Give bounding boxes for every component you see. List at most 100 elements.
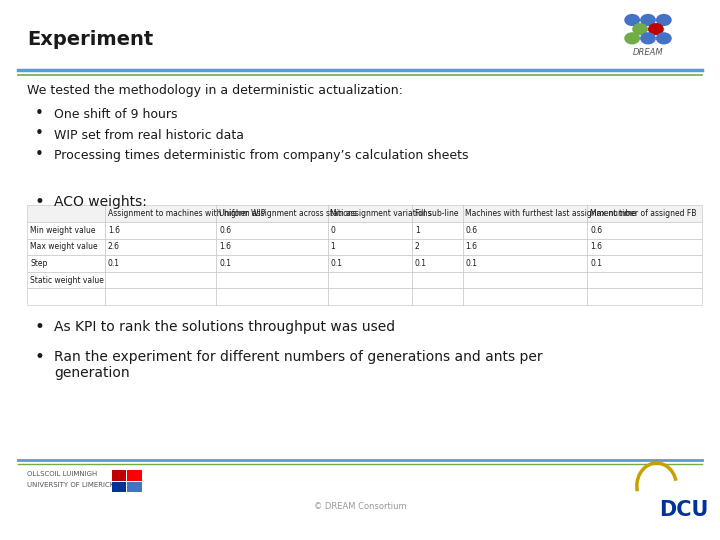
FancyBboxPatch shape <box>412 239 462 255</box>
FancyBboxPatch shape <box>328 255 412 272</box>
Text: ACO weights:: ACO weights: <box>54 195 147 210</box>
Text: 0.6: 0.6 <box>590 226 603 235</box>
FancyBboxPatch shape <box>105 205 216 222</box>
FancyBboxPatch shape <box>588 288 702 305</box>
FancyBboxPatch shape <box>462 255 588 272</box>
FancyBboxPatch shape <box>127 470 142 481</box>
Text: 0.1: 0.1 <box>590 259 602 268</box>
Text: UNIVERSITY OF LIMERICK: UNIVERSITY OF LIMERICK <box>27 482 114 488</box>
Circle shape <box>641 15 655 25</box>
FancyBboxPatch shape <box>112 482 126 492</box>
Text: 1.6: 1.6 <box>590 242 602 251</box>
Circle shape <box>649 24 663 35</box>
Text: •: • <box>35 318 45 335</box>
FancyBboxPatch shape <box>27 222 105 239</box>
Text: 0.1: 0.1 <box>108 259 120 268</box>
FancyBboxPatch shape <box>216 239 328 255</box>
Circle shape <box>625 33 639 44</box>
Text: 0.1: 0.1 <box>415 259 427 268</box>
FancyBboxPatch shape <box>412 272 462 288</box>
Circle shape <box>657 15 671 25</box>
FancyBboxPatch shape <box>127 482 142 492</box>
Text: Max number of assigned FB: Max number of assigned FB <box>590 209 696 218</box>
Text: Static weight value: Static weight value <box>30 275 104 285</box>
FancyBboxPatch shape <box>27 272 105 288</box>
FancyBboxPatch shape <box>328 205 412 222</box>
Text: One shift of 9 hours: One shift of 9 hours <box>54 108 178 121</box>
Text: We tested the methodology in a deterministic actualization:: We tested the methodology in a determini… <box>27 84 403 97</box>
FancyBboxPatch shape <box>412 222 462 239</box>
Text: •: • <box>35 147 43 162</box>
FancyBboxPatch shape <box>588 222 702 239</box>
FancyBboxPatch shape <box>588 205 702 222</box>
FancyBboxPatch shape <box>462 239 588 255</box>
Text: 1: 1 <box>415 226 420 235</box>
FancyBboxPatch shape <box>328 222 412 239</box>
Text: 1.6: 1.6 <box>108 226 120 235</box>
Text: •: • <box>35 126 43 141</box>
Text: Experiment: Experiment <box>27 30 153 49</box>
FancyBboxPatch shape <box>412 255 462 272</box>
FancyBboxPatch shape <box>105 239 216 255</box>
FancyBboxPatch shape <box>105 222 216 239</box>
Text: Step: Step <box>30 259 48 268</box>
FancyBboxPatch shape <box>328 239 412 255</box>
FancyBboxPatch shape <box>412 288 462 305</box>
Text: Processing times deterministic from company’s calculation sheets: Processing times deterministic from comp… <box>54 149 469 162</box>
FancyBboxPatch shape <box>462 222 588 239</box>
FancyBboxPatch shape <box>105 288 216 305</box>
Text: DCU: DCU <box>660 500 708 519</box>
Text: Fill sub-line: Fill sub-line <box>415 209 459 218</box>
Text: 0.6: 0.6 <box>465 226 477 235</box>
FancyBboxPatch shape <box>588 272 702 288</box>
Text: 1.6: 1.6 <box>465 242 477 251</box>
FancyBboxPatch shape <box>216 272 328 288</box>
Text: 1.6: 1.6 <box>219 242 231 251</box>
Text: Max weight value: Max weight value <box>30 242 98 251</box>
Text: 0: 0 <box>330 226 336 235</box>
Circle shape <box>625 15 639 25</box>
FancyBboxPatch shape <box>105 255 216 272</box>
FancyBboxPatch shape <box>328 272 412 288</box>
Text: •: • <box>35 193 45 211</box>
Text: Min weight value: Min weight value <box>30 226 96 235</box>
FancyBboxPatch shape <box>462 205 588 222</box>
FancyBboxPatch shape <box>27 288 105 305</box>
FancyBboxPatch shape <box>105 272 216 288</box>
FancyBboxPatch shape <box>588 239 702 255</box>
Text: As KPI to rank the solutions throughput was used: As KPI to rank the solutions throughput … <box>54 320 395 334</box>
FancyBboxPatch shape <box>462 272 588 288</box>
Circle shape <box>657 33 671 44</box>
FancyBboxPatch shape <box>112 470 126 481</box>
Text: Ran the experiment for different numbers of generations and ants per
generation: Ran the experiment for different numbers… <box>54 350 543 380</box>
Text: •: • <box>35 106 43 121</box>
FancyBboxPatch shape <box>462 288 588 305</box>
FancyBboxPatch shape <box>216 255 328 272</box>
FancyBboxPatch shape <box>328 288 412 305</box>
Circle shape <box>641 33 655 44</box>
FancyBboxPatch shape <box>412 205 462 222</box>
Text: 0.1: 0.1 <box>219 259 231 268</box>
FancyBboxPatch shape <box>27 255 105 272</box>
FancyBboxPatch shape <box>588 255 702 272</box>
FancyBboxPatch shape <box>216 205 328 222</box>
Text: 0.1: 0.1 <box>465 259 477 268</box>
Text: OLLSCOIL LUIMNIGH: OLLSCOIL LUIMNIGH <box>27 471 98 477</box>
Text: 2.6: 2.6 <box>108 242 120 251</box>
Text: DREAM: DREAM <box>633 48 663 57</box>
FancyBboxPatch shape <box>27 239 105 255</box>
Circle shape <box>633 24 647 35</box>
FancyBboxPatch shape <box>27 205 105 222</box>
Text: Machines with furthest last assignment time: Machines with furthest last assignment t… <box>465 209 636 218</box>
Text: © DREAM Consortium: © DREAM Consortium <box>314 502 406 511</box>
Text: Uniform assignment across stations: Uniform assignment across stations <box>219 209 357 218</box>
Text: WIP set from real historic data: WIP set from real historic data <box>54 129 244 141</box>
FancyBboxPatch shape <box>216 222 328 239</box>
Text: 2: 2 <box>415 242 420 251</box>
Text: •: • <box>35 348 45 366</box>
FancyBboxPatch shape <box>216 288 328 305</box>
Text: 1: 1 <box>330 242 336 251</box>
Text: Min assignment variations: Min assignment variations <box>330 209 432 218</box>
Text: Assignment to machines with higher WIP: Assignment to machines with higher WIP <box>108 209 265 218</box>
Text: 0.6: 0.6 <box>219 226 231 235</box>
